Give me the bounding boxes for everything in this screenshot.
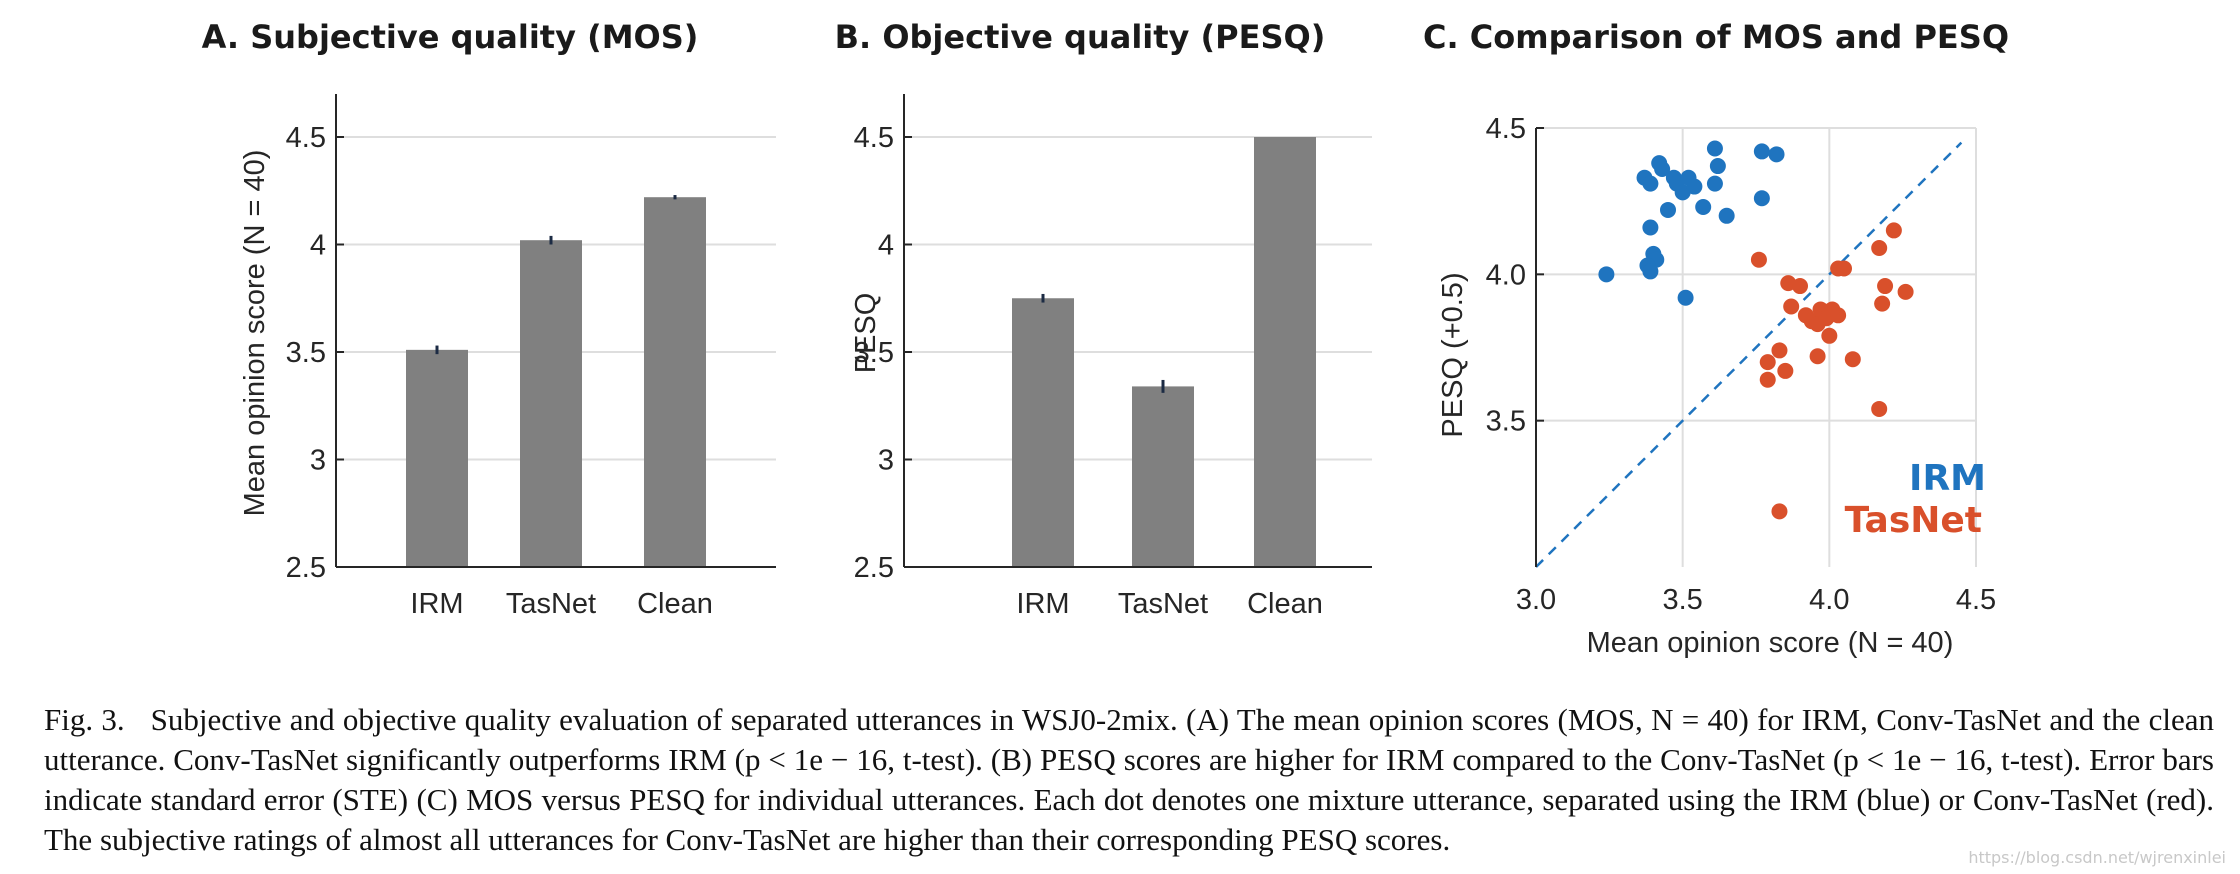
caption-label: Fig. 3. (44, 702, 125, 737)
caption-text: Subjective and objective quality evaluat… (44, 702, 2214, 857)
panel-c-point-irm (1706, 140, 1723, 157)
panel-c-point-irm (1768, 146, 1785, 163)
panel-c-point-tasnet (1871, 400, 1888, 417)
panel-c-ylabel: PESQ (+0.5) (1437, 272, 1469, 437)
panel-c-point-tasnet (1885, 222, 1902, 239)
panel-c-point-irm (1660, 201, 1676, 218)
legend-irm: IRM (1909, 458, 1986, 499)
b-bar-irm (1012, 298, 1074, 567)
a-ytick-label: 4 (310, 230, 326, 262)
legend-tasnet: TasNet (1845, 500, 1982, 541)
panel-c-xtick-label: 4.5 (1956, 584, 1996, 616)
panel-a-title: A. Subjective quality (MOS) (202, 18, 699, 56)
b-bar-clean (1254, 137, 1316, 567)
a-bar-tasnet (520, 240, 582, 567)
panel-c-point-tasnet (1783, 298, 1800, 315)
a-ytick-label: 3 (310, 445, 326, 477)
panel-b-title: B. Objective quality (PESQ) (835, 18, 1326, 56)
panel-c-xlabel: Mean opinion score (N = 40) (1587, 627, 1954, 659)
panel-c-scatter: C. Comparison of MOS and PESQ PESQ (+0.5… (1423, 18, 2009, 659)
panel-c-point-tasnet (1759, 354, 1776, 371)
panel-c-xtick-label: 3.0 (1516, 584, 1556, 616)
b-xtick-label-clean: Clean (1247, 588, 1323, 620)
b-ytick-label: 3 (878, 445, 894, 477)
panel-a-ylabel: Mean opinion score (N = 40) (239, 150, 271, 517)
panel-c-point-tasnet (1809, 348, 1826, 365)
b-xtick-label-tasnet: TasNet (1118, 588, 1208, 620)
a-xtick-label-irm: IRM (410, 588, 463, 620)
watermark: https://blog.csdn.net/wjrenxinlei (1968, 848, 2226, 867)
panel-b-pesq: B. Objective quality (PESQ) PESQ 2.5 3 3.5… (835, 18, 1372, 620)
panel-c-point-tasnet (1871, 239, 1888, 256)
panel-c-point-irm (1695, 199, 1712, 216)
panel-c-point-irm (1753, 190, 1770, 207)
b-ytick-label: 4 (878, 230, 894, 262)
panel-c-xtick-label: 4.0 (1809, 584, 1849, 616)
panel-c-point-irm (1598, 266, 1615, 283)
panel-c-point-tasnet (1844, 351, 1861, 368)
panel-c-point-irm (1753, 143, 1770, 160)
panel-c-title: C. Comparison of MOS and PESQ (1423, 18, 2009, 56)
panel-c-point-irm (1642, 175, 1659, 192)
b-xtick-label-irm: IRM (1016, 588, 1069, 620)
panel-c-point-tasnet (1897, 283, 1914, 300)
a-xtick-label-clean: Clean (637, 588, 713, 620)
panel-c-point-tasnet (1821, 327, 1838, 344)
panel-c-point-tasnet (1874, 295, 1891, 312)
panel-c-ytick-label: 4.5 (1486, 113, 1526, 145)
panel-c-point-irm (1706, 175, 1723, 192)
a-xtick-label-tasnet: TasNet (506, 588, 596, 620)
panel-c-point-irm (1718, 207, 1735, 224)
panel-c-ytick-label: 4.0 (1486, 259, 1526, 291)
panel-c-point-tasnet (1792, 278, 1808, 295)
panel-b-ylabel: PESQ (850, 293, 882, 374)
panel-c-point-irm (1642, 219, 1659, 236)
figure-caption: Fig. 3. Subjective and objective quality … (44, 700, 2214, 860)
panel-c-point-irm (1642, 263, 1659, 280)
a-ytick-label: 3.5 (286, 337, 326, 369)
panel-a-mos: A. Subjective quality (MOS) Mean opinion… (202, 18, 776, 620)
a-ytick-label: 4.5 (286, 122, 326, 154)
panel-c-point-tasnet (1777, 362, 1794, 379)
panel-c-point-tasnet (1771, 342, 1788, 359)
figure: A. Subjective quality (MOS) Mean opinion… (202, 18, 2009, 659)
panel-c-ytick-label: 3.5 (1486, 406, 1526, 438)
b-bar-tasnet (1132, 386, 1194, 567)
panel-c-point-tasnet (1830, 307, 1847, 324)
b-ytick-label: 2.5 (854, 552, 894, 584)
panel-c-point-tasnet (1750, 251, 1767, 268)
panel-c-point-irm (1677, 289, 1694, 306)
a-bar-irm (406, 349, 468, 567)
panel-c-point-irm (1654, 160, 1671, 177)
a-bar-clean (644, 197, 706, 567)
b-ytick-label: 4.5 (854, 122, 894, 154)
panel-c-point-irm (1686, 178, 1703, 195)
panel-c-point-tasnet (1771, 503, 1788, 520)
panel-c-point-tasnet (1759, 371, 1776, 388)
panel-c-xtick-label: 3.5 (1663, 584, 1703, 616)
b-ytick-label: 3.5 (854, 337, 894, 369)
panel-c-point-irm (1709, 158, 1726, 175)
panel-c-point-tasnet (1877, 278, 1894, 295)
a-ytick-label: 2.5 (286, 552, 326, 584)
panel-c-point-tasnet (1836, 260, 1852, 277)
